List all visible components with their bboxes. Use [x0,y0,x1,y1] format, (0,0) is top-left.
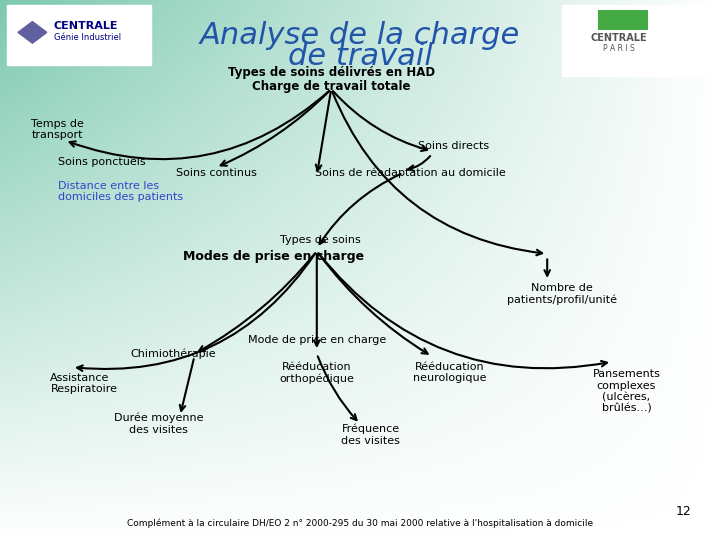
Text: Modes de prise en charge: Modes de prise en charge [183,250,364,263]
Text: Temps de
transport: Temps de transport [31,119,84,140]
Text: 12: 12 [675,505,691,518]
Polygon shape [18,22,47,43]
Text: de travail: de travail [287,42,433,71]
Text: Types de soins: Types de soins [280,235,361,245]
Text: CENTRALE: CENTRALE [591,33,647,43]
Text: Rééducation
neurologique: Rééducation neurologique [413,362,487,383]
Text: Types de soins délivrés en HAD: Types de soins délivrés en HAD [228,66,435,79]
FancyBboxPatch shape [7,5,151,65]
Text: Soins continus: Soins continus [176,168,256,178]
Bar [598,10,648,20]
Text: Fréquence
des visites: Fréquence des visites [341,424,400,446]
Text: CENTRALE: CENTRALE [54,21,119,31]
Text: Analyse de la charge: Analyse de la charge [200,21,520,50]
Text: Chimiothérapie: Chimiothérapie [130,348,215,359]
FancyBboxPatch shape [562,5,713,76]
Text: Soins directs: Soins directs [418,141,489,151]
Text: Mode de prise en charge: Mode de prise en charge [248,335,386,345]
Text: Soins de réadaptation au domicile: Soins de réadaptation au domicile [315,167,505,178]
Text: Nombre de
patients/profil/unité: Nombre de patients/profil/unité [507,283,616,306]
Text: Soins ponctuels: Soins ponctuels [58,157,145,167]
Text: Pansements
complexes
(ulcères,
brûlés...): Pansements complexes (ulcères, brûlés...… [593,369,660,414]
Text: Complément à la circulaire DH/EO 2 n° 2000-295 du 30 mai 2000 relative à l'hospi: Complément à la circulaire DH/EO 2 n° 20… [127,518,593,528]
Text: Distance entre les
domiciles des patients: Distance entre les domiciles des patient… [58,181,183,202]
Text: Assistance
Respiratoire: Assistance Respiratoire [50,373,117,394]
Text: P A R I S: P A R I S [603,44,635,53]
Bar [598,20,648,30]
Text: Durée moyenne
des visites: Durée moyenne des visites [114,413,203,435]
Text: Génie Industriel: Génie Industriel [54,33,121,42]
Text: Charge de travail totale: Charge de travail totale [252,80,410,93]
Text: Rééducation
orthopédique: Rééducation orthopédique [279,361,354,384]
